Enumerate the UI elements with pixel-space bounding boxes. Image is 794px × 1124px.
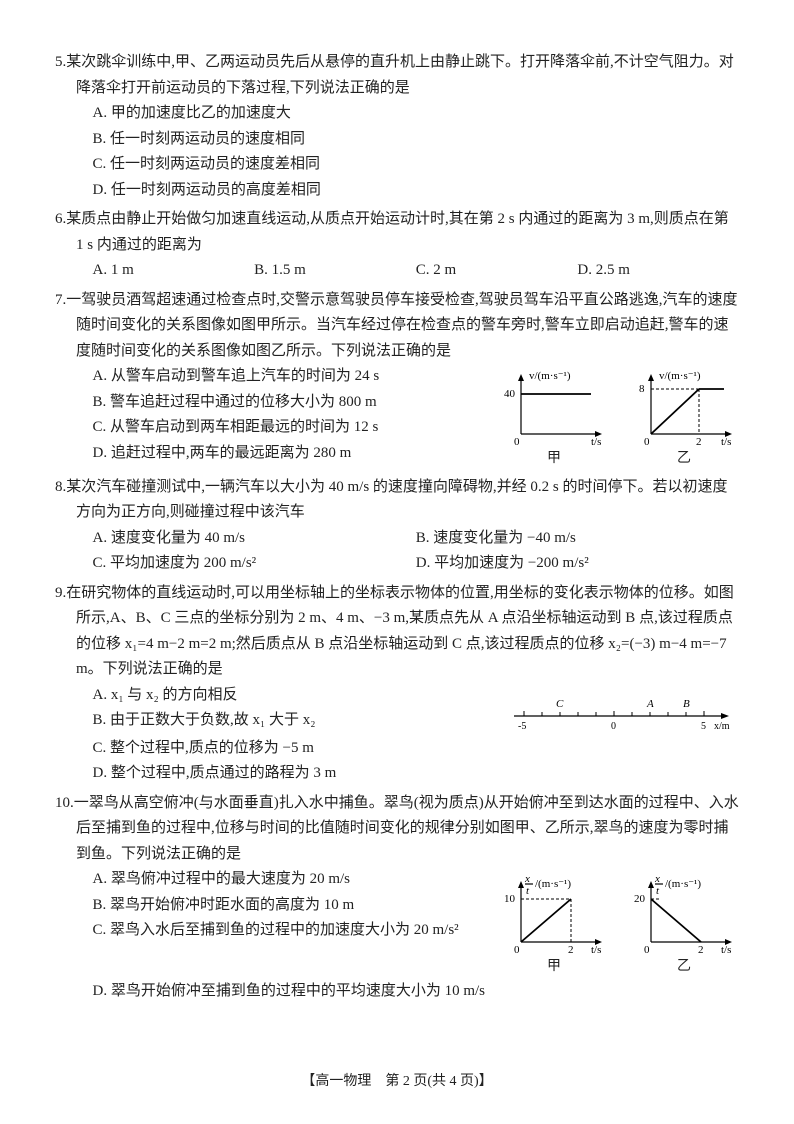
q10-chart-jia: x t /(m·s⁻¹) 10 0 2 t/s 甲 [499, 872, 609, 979]
q10-opt-b: B. 翠鸟开始俯冲时距水面的高度为 10 m [93, 893, 500, 919]
q9-text: 在研究物体的直线运动时,可以用坐标轴上的坐标表示物体的位置,用坐标的变化表示物体… [66, 585, 734, 678]
q10-jia-ylabel-unit: /(m·s⁻¹) [535, 878, 571, 890]
q8-text: 某次汽车碰撞测试中,一辆汽车以大小为 40 m/s 的速度撞向障碍物,并经 0.… [66, 479, 727, 521]
q10-number: 10. [55, 795, 74, 811]
q9-opt-b: B. 由于正数大于负数,故 x₁ 大于 x₂ [93, 708, 510, 734]
question-9: 9.在研究物体的直线运动时,可以用坐标轴上的坐标表示物体的位置,用坐标的变化表示… [55, 581, 739, 787]
q10-jia-xtick: 2 [568, 944, 574, 956]
q9-tick-neg5: -5 [518, 721, 526, 732]
q7-yi-ylabel: v/(m·s⁻¹) [659, 370, 701, 382]
q7-jia-xlabel: t/s [591, 436, 601, 448]
q7-stem: 7.一驾驶员酒驾超速通过检查点时,交警示意驾驶员停车接受检查,驾驶员驾车沿平直公… [55, 288, 739, 365]
q10-yi-ylabel-frac: x [654, 873, 660, 885]
q8-opt-d: D. 平均加速度为 −200 m/s² [416, 551, 739, 577]
q7-jia-ylabel: v/(m·s⁻¹) [529, 370, 571, 382]
page-footer: 【高一物理 第 2 页(共 4 页)】 [0, 1070, 794, 1094]
q6-opt-c: C. 2 m [416, 258, 578, 284]
q6-text: 某质点由静止开始做匀加速直线运动,从质点开始运动计时,其在第 2 s 内通过的距… [66, 211, 729, 253]
q7-opt-b: B. 警车追赶过程中通过的位移大小为 800 m [93, 390, 500, 416]
q5-opt-d: D. 任一时刻两运动员的高度差相同 [93, 178, 740, 204]
q8-opt-a: A. 速度变化量为 40 m/s [93, 526, 416, 552]
q9-opt-c: C. 整个过程中,质点的位移为 −5 m [93, 736, 740, 762]
q10-yi-xtick: 2 [698, 944, 704, 956]
q6-stem: 6.某质点由静止开始做匀加速直线运动,从质点开始运动计时,其在第 2 s 内通过… [55, 207, 739, 258]
q6-opt-b: B. 1.5 m [254, 258, 416, 284]
q5-text: 某次跳伞训练中,甲、乙两运动员先后从悬停的直升机上由静止跳下。打开降落伞前,不计… [66, 54, 734, 96]
q7-yi-origin: 0 [644, 436, 650, 448]
q8-opt-c: C. 平均加速度为 200 m/s² [93, 551, 416, 577]
q7-charts: v/(m·s⁻¹) 40 0 t/s 甲 v/(m·s⁻¹) [499, 364, 739, 471]
q10-options: A. 翠鸟俯冲过程中的最大速度为 20 m/s B. 翠鸟开始俯冲时距水面的高度… [55, 867, 499, 944]
q9-point-a: A [646, 698, 654, 710]
q7-opt-c: C. 从警车启动到两车相距最远的时间为 12 s [93, 415, 500, 441]
q10-options-rest: D. 翠鸟开始俯冲至捕到鱼的过程中的平均速度大小为 10 m/s [55, 979, 739, 1005]
q6-options: A. 1 m B. 1.5 m C. 2 m D. 2.5 m [55, 258, 739, 284]
q7-yi-xtick: 2 [696, 436, 702, 448]
q10-yi-ylabel-unit: /(m·s⁻¹) [665, 878, 701, 890]
q6-opt-a: A. 1 m [93, 258, 255, 284]
q10-text: 一翠鸟从高空俯冲(与水面垂直)扎入水中捕鱼。翠鸟(视为质点)从开始俯冲至到达水面… [74, 795, 739, 862]
q10-charts: x t /(m·s⁻¹) 10 0 2 t/s 甲 [499, 867, 739, 979]
q10-jia-xlabel: t/s [591, 944, 601, 956]
q7-yi-label: 乙 [629, 447, 739, 471]
q10-jia-label: 甲 [499, 955, 609, 979]
q5-opt-b: B. 任一时刻两运动员的速度相同 [93, 127, 740, 153]
q7-opt-d: D. 追赶过程中,两车的最远距离为 280 m [93, 441, 500, 467]
question-6: 6.某质点由静止开始做匀加速直线运动,从质点开始运动计时,其在第 2 s 内通过… [55, 207, 739, 284]
q9-options-rest: C. 整个过程中,质点的位移为 −5 m D. 整个过程中,质点通过的路程为 3… [55, 736, 739, 787]
q9-opt-d: D. 整个过程中,质点通过的路程为 3 m [93, 761, 740, 787]
q7-options: A. 从警车启动到警车追上汽车的时间为 24 s B. 警车追赶过程中通过的位移… [55, 364, 499, 466]
q7-jia-origin: 0 [514, 436, 520, 448]
q9-options: A. x₁ 与 x₂ 的方向相反 B. 由于正数大于负数,故 x₁ 大于 x₂ [55, 683, 509, 734]
q10-opt-c: C. 翠鸟入水后至捕到鱼的过程中的加速度大小为 20 m/s² [93, 918, 500, 944]
q10-opt-a: A. 翠鸟俯冲过程中的最大速度为 20 m/s [93, 867, 500, 893]
q7-text: 一驾驶员酒驾超速通过检查点时,交警示意驾驶员停车接受检查,驾驶员驾车沿平直公路逃… [66, 292, 737, 359]
q8-opt-b: B. 速度变化量为 −40 m/s [416, 526, 739, 552]
question-7: 7.一驾驶员酒驾超速通过检查点时,交警示意驾驶员停车接受检查,驾驶员驾车沿平直公… [55, 288, 739, 471]
q9-stem: 9.在研究物体的直线运动时,可以用坐标轴上的坐标表示物体的位置,用坐标的变化表示… [55, 581, 739, 683]
q10-yi-origin: 0 [644, 944, 650, 956]
q10-yi-label: 乙 [629, 955, 739, 979]
q8-number: 8. [55, 479, 66, 495]
q9-numberline: -5 0 5 x/m C A B [509, 683, 739, 736]
q9-point-c: C [556, 698, 564, 710]
q7-jia-yval: 40 [504, 388, 516, 400]
q10-jia-ylabel-den: t [526, 885, 530, 897]
q5-options: A. 甲的加速度比乙的加速度大 B. 任一时刻两运动员的速度相同 C. 任一时刻… [55, 101, 739, 203]
q10-jia-ylabel-frac: x [524, 873, 530, 885]
q7-chart-yi: v/(m·s⁻¹) 8 0 2 t/s 乙 [629, 369, 739, 471]
question-8: 8.某次汽车碰撞测试中,一辆汽车以大小为 40 m/s 的速度撞向障碍物,并经 … [55, 475, 739, 577]
q8-options: A. 速度变化量为 40 m/s B. 速度变化量为 −40 m/s C. 平均… [55, 526, 739, 577]
q10-yi-yval: 20 [634, 893, 646, 905]
q7-number: 7. [55, 292, 66, 308]
question-10: 10.一翠鸟从高空俯冲(与水面垂直)扎入水中捕鱼。翠鸟(视为质点)从开始俯冲至到… [55, 791, 739, 1005]
q7-yi-yval: 8 [639, 383, 645, 395]
q5-number: 5. [55, 54, 66, 70]
q7-yi-xlabel: t/s [721, 436, 731, 448]
q5-opt-a: A. 甲的加速度比乙的加速度大 [93, 101, 740, 127]
q10-opt-d: D. 翠鸟开始俯冲至捕到鱼的过程中的平均速度大小为 10 m/s [93, 979, 740, 1005]
q9-tick-5: 5 [701, 721, 706, 732]
q5-opt-c: C. 任一时刻两运动员的速度差相同 [93, 152, 740, 178]
q10-chart-yi: x t /(m·s⁻¹) 20 0 2 t/s 乙 [629, 872, 739, 979]
q10-stem: 10.一翠鸟从高空俯冲(与水面垂直)扎入水中捕鱼。翠鸟(视为质点)从开始俯冲至到… [55, 791, 739, 868]
q9-tick-0: 0 [611, 721, 616, 732]
q5-stem: 5.某次跳伞训练中,甲、乙两运动员先后从悬停的直升机上由静止跳下。打开降落伞前,… [55, 50, 739, 101]
q8-stem: 8.某次汽车碰撞测试中,一辆汽车以大小为 40 m/s 的速度撞向障碍物,并经 … [55, 475, 739, 526]
q9-xlabel: x/m [714, 721, 730, 732]
q10-yi-xlabel: t/s [721, 944, 731, 956]
q10-yi-ylabel-den: t [656, 885, 660, 897]
q9-point-b: B [683, 698, 690, 710]
q6-number: 6. [55, 211, 66, 227]
question-5: 5.某次跳伞训练中,甲、乙两运动员先后从悬停的直升机上由静止跳下。打开降落伞前,… [55, 50, 739, 203]
q6-opt-d: D. 2.5 m [577, 258, 739, 284]
q9-opt-a: A. x₁ 与 x₂ 的方向相反 [93, 683, 510, 709]
q7-jia-label: 甲 [499, 447, 609, 471]
q10-jia-origin: 0 [514, 944, 520, 956]
q9-number: 9. [55, 585, 66, 601]
q10-jia-yval: 10 [504, 893, 516, 905]
q7-chart-jia: v/(m·s⁻¹) 40 0 t/s 甲 [499, 369, 609, 471]
q7-opt-a: A. 从警车启动到警车追上汽车的时间为 24 s [93, 364, 500, 390]
